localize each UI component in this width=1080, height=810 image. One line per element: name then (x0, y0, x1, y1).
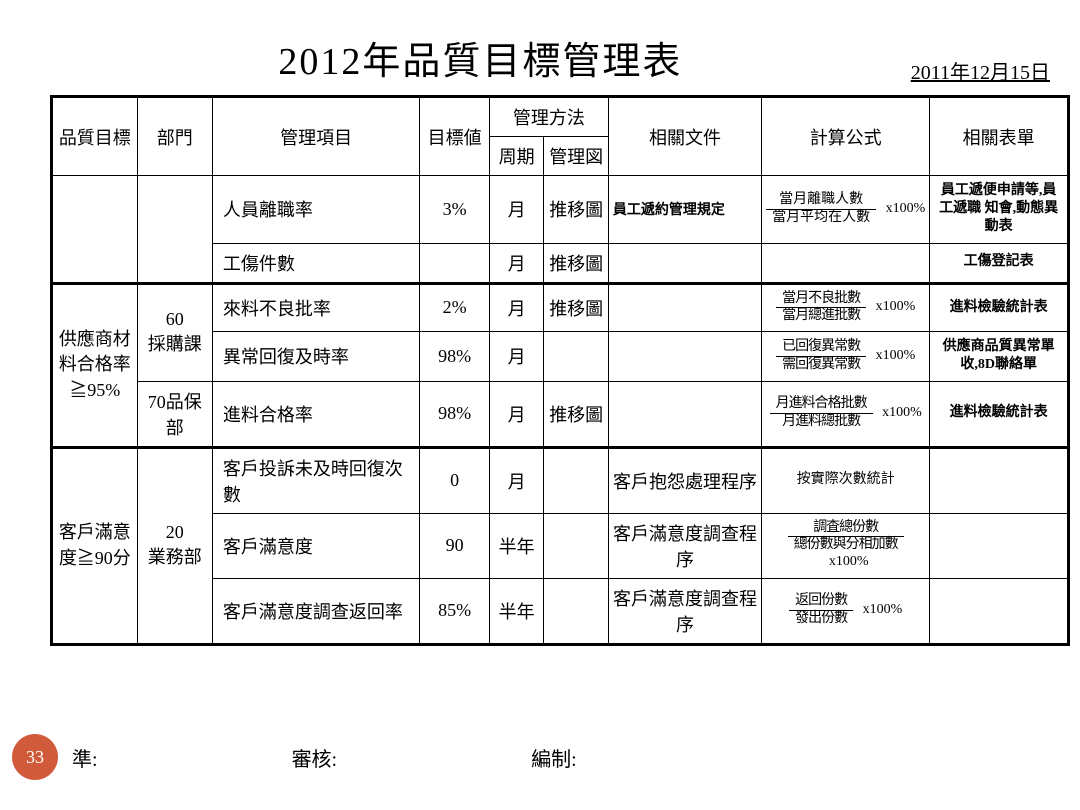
s1-r2-target (420, 243, 490, 283)
title-area: 2012年品質目標管理表 (50, 30, 911, 85)
s2-r2-formula: 已回復異常數需回復異常數 x100% (762, 332, 930, 381)
s1-dept (137, 176, 212, 284)
s2-r3-formula: 月進料合格批數月進料總批數 x100% (762, 381, 930, 447)
s1-r1-target: 3% (420, 176, 490, 244)
s3-r1-form (930, 447, 1069, 513)
s1-r2-chart: 推移圖 (544, 243, 608, 283)
s2-r1-form: 進料檢驗統計表 (930, 283, 1069, 332)
s2-r3-doc (608, 381, 761, 447)
s3-r2-period: 半年 (489, 513, 544, 578)
h-formula: 計算公式 (762, 97, 930, 176)
slide-number-badge: 33 (12, 734, 58, 780)
sig-prepare: 編制: (531, 743, 577, 772)
s2-r2-period: 月 (489, 332, 544, 381)
s3-r2-target: 90 (420, 513, 490, 578)
s2-dept1: 60 採購課 (137, 283, 212, 381)
s2-r3-chart: 推移圖 (544, 381, 608, 447)
h-period: 周期 (489, 137, 544, 176)
s2-r1-period: 月 (489, 283, 544, 332)
s3-r3-form (930, 578, 1069, 644)
s3-r1-chart (544, 447, 608, 513)
s3-r3-chart (544, 578, 608, 644)
s2-r1-doc (608, 283, 761, 332)
h-goal: 品質目標 (52, 97, 138, 176)
s3-r3-target: 85% (420, 578, 490, 644)
s1-r2-formula (762, 243, 930, 283)
s1-goal (52, 176, 138, 284)
s2-r2-chart (544, 332, 608, 381)
s3-r2-chart (544, 513, 608, 578)
s3-dept: 20 業務部 (137, 447, 212, 644)
date: 2011年12月15日 (911, 56, 1050, 85)
s3-r2-doc: 客戶滿意度調查程序 (608, 513, 761, 578)
s1-r1-chart: 推移圖 (544, 176, 608, 244)
s2-r1: 供應商材料合格率≧95% 60 採購課 來料不良批率 2% 月 推移圖 當月不良… (52, 283, 1069, 332)
s3-r3-doc: 客戶滿意度調查程序 (608, 578, 761, 644)
s2-r3-period: 月 (489, 381, 544, 447)
s2-r3-target: 98% (420, 381, 490, 447)
s2-goal: 供應商材料合格率≧95% (52, 283, 138, 447)
main-title: 2012年品質目標管理表 (50, 30, 911, 85)
s3-r1-formula: 按實際次數統計 (762, 447, 930, 513)
s1-r2-period: 月 (489, 243, 544, 283)
s2-r3: 70品保部 進料合格率 98% 月 推移圖 月進料合格批數月進料總批數 x100… (52, 381, 1069, 447)
s2-r2-item: 異常回復及時率 (212, 332, 419, 381)
h-doc: 相關文件 (608, 97, 761, 176)
s2-dept2: 70品保部 (137, 381, 212, 447)
s1-r1: 人員離職率 3% 月 推移圖 員工遞約管理規定 當月離職人數當月平均在人數 x1… (52, 176, 1069, 244)
s3-r1: 客戶滿意度≧90分 20 業務部 客戶投訴未及時回復次數 0 月 客戶抱怨處理程… (52, 447, 1069, 513)
h-chart: 管理図 (544, 137, 608, 176)
s1-r1-period: 月 (489, 176, 544, 244)
s1-r2-doc (608, 243, 761, 283)
s1-r1-form: 員工遞便申請等,員工遞職 知會,動態異動表 (930, 176, 1069, 244)
h-dept: 部門 (137, 97, 212, 176)
s2-r2-target: 98% (420, 332, 490, 381)
s3-r1-item: 客戶投訴未及時回復次數 (212, 447, 419, 513)
s1-r2-item: 工傷件數 (212, 243, 419, 283)
s2-r3-item: 進料合格率 (212, 381, 419, 447)
s3-r1-doc: 客戶抱怨處理程序 (608, 447, 761, 513)
s3-goal: 客戶滿意度≧90分 (52, 447, 138, 644)
sig-approve: 準: (72, 743, 98, 772)
s3-r2-formula: 調査總份數總份數與分相加數 x100% (762, 513, 930, 578)
s2-r1-item: 來料不良批率 (212, 283, 419, 332)
sig-review: 審核: (292, 743, 338, 772)
footer: 33 準: 審核: 編制: (0, 734, 1080, 780)
s2-r1-target: 2% (420, 283, 490, 332)
s1-r1-doc: 員工遞約管理規定 (608, 176, 761, 244)
header-row-1: 品質目標 部門 管理項目 目標値 管理方法 相關文件 計算公式 相關表單 (52, 97, 1069, 137)
s2-r1-chart: 推移圖 (544, 283, 608, 332)
s3-r3-period: 半年 (489, 578, 544, 644)
s1-r1-item: 人員離職率 (212, 176, 419, 244)
s2-r2-form: 供應商品質異常單收,8D聯絡單 (930, 332, 1069, 381)
s3-r1-target: 0 (420, 447, 490, 513)
h-target: 目標値 (420, 97, 490, 176)
s2-r1-formula: 當月不良批數當月總進批數 x100% (762, 283, 930, 332)
s3-r3-formula: 返回份數發出份數 x100% (762, 578, 930, 644)
header-row: 2012年品質目標管理表 2011年12月15日 (50, 30, 1060, 85)
s1-r2-form: 工傷登記表 (930, 243, 1069, 283)
s1-r1-formula: 當月離職人數當月平均在人數 x100% (762, 176, 930, 244)
s2-r2-doc (608, 332, 761, 381)
h-form: 相關表單 (930, 97, 1069, 176)
h-item: 管理項目 (212, 97, 419, 176)
s3-r3-item: 客戶滿意度調查返回率 (212, 578, 419, 644)
s3-r2-form (930, 513, 1069, 578)
quality-table: 品質目標 部門 管理項目 目標値 管理方法 相關文件 計算公式 相關表單 周期 … (50, 95, 1070, 646)
h-method: 管理方法 (489, 97, 608, 137)
s2-r3-form: 進料檢驗統計表 (930, 381, 1069, 447)
s3-r1-period: 月 (489, 447, 544, 513)
s3-r2-item: 客戶滿意度 (212, 513, 419, 578)
